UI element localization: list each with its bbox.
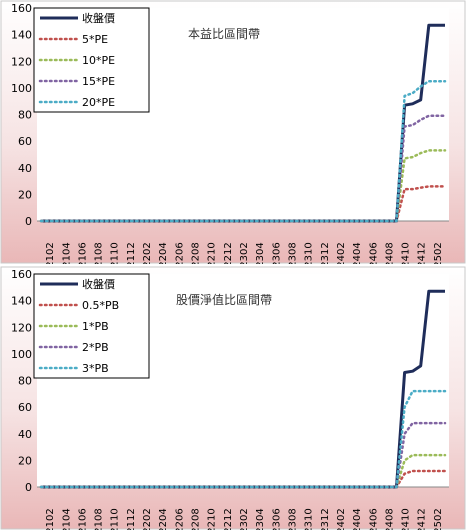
- chart-title: 本益比區間帶: [188, 27, 260, 41]
- y-tick-label: 60: [18, 135, 32, 148]
- x-tick-label: 2308: [287, 242, 298, 264]
- x-tick-label: 2204: [158, 508, 169, 530]
- y-tick-label: 120: [11, 321, 32, 334]
- y-tick-label: 100: [11, 82, 32, 95]
- x-tick-label: 2202: [142, 508, 153, 530]
- x-tick-label: 2408: [384, 508, 395, 530]
- legend: 收盤價 5*PE 10*PE 15*PE 20*PE: [33, 7, 150, 113]
- y-tick-label: 140: [11, 295, 32, 308]
- x-tick-label: 2212: [223, 242, 234, 264]
- x-tick-label: 2304: [255, 508, 266, 530]
- x-tick-label: 2306: [271, 242, 282, 264]
- x-tick-label: 2406: [368, 508, 379, 530]
- legend-entry: 2*PB: [82, 341, 109, 354]
- pe-band-chart: 0 20 40 60 80 100 120 140 160 2102 2104 2106 2108 211…: [0, 0, 466, 264]
- x-tick-label: 2106: [77, 508, 88, 530]
- legend-entry: 15*PE: [82, 75, 115, 88]
- y-tick-label: 20: [18, 454, 32, 467]
- legend-entry: 5*PE: [82, 33, 108, 46]
- x-tick-label: 2404: [352, 242, 363, 264]
- y-tick-label: 40: [18, 162, 32, 175]
- x-tick-label: 2302: [239, 508, 250, 530]
- x-tick-label: 2404: [352, 508, 363, 530]
- x-tick-label: 2112: [126, 242, 137, 264]
- x-tick-label: 2104: [61, 242, 72, 264]
- x-tick-label: 2312: [320, 242, 331, 264]
- y-tick-label: 60: [18, 401, 32, 414]
- x-tick-label: 2412: [417, 508, 428, 530]
- y-tick-label: 0: [25, 481, 32, 494]
- y-tick-label: 80: [18, 375, 32, 388]
- legend-entry: 20*PE: [82, 96, 115, 109]
- x-tick-label: 2102: [45, 242, 56, 264]
- legend-box: [33, 273, 150, 379]
- pe-band-chart-svg: 0 20 40 60 80 100 120 140 160 2102 2104 2106 2108 211…: [0, 0, 466, 264]
- x-tick-label: 2502: [433, 242, 444, 264]
- x-tick-label: 2104: [61, 508, 72, 530]
- x-tick-label: 2204: [158, 242, 169, 264]
- x-tick-label: 2310: [304, 508, 315, 530]
- legend-entry: 10*PE: [82, 54, 115, 67]
- x-tick-label: 2406: [368, 242, 379, 264]
- legend: 收盤價 0.5*PB 1*PB 2*PB 3*PB: [33, 273, 150, 379]
- x-tick-label: 2402: [336, 508, 347, 530]
- x-tick-label: 2304: [255, 242, 266, 264]
- y-tick-label: 20: [18, 188, 32, 201]
- x-tick-label: 2206: [174, 242, 185, 264]
- x-tick-label: 2308: [287, 508, 298, 530]
- legend-box: [33, 7, 150, 113]
- x-tick-label: 2312: [320, 508, 331, 530]
- pb-band-chart-svg: 0 20 40 60 80 100 120 140 160 2102 2104 2106 2108 211…: [0, 266, 466, 530]
- y-tick-label: 120: [11, 55, 32, 68]
- legend-entry: 1*PB: [82, 320, 109, 333]
- x-tick-label: 2202: [142, 242, 153, 264]
- x-tick-label: 2108: [94, 242, 105, 264]
- x-tick-label: 2210: [207, 242, 218, 264]
- legend-entry: 0.5*PB: [82, 299, 119, 312]
- x-tick-label: 2106: [77, 242, 88, 264]
- chart-title: 股價淨值比區間帶: [176, 292, 272, 307]
- x-tick-label: 2210: [207, 508, 218, 530]
- x-tick-label: 2112: [126, 508, 137, 530]
- x-tick-label: 2310: [304, 242, 315, 264]
- y-tick-label: 160: [11, 268, 32, 281]
- x-tick-label: 2410: [401, 242, 412, 264]
- y-tick-label: 40: [18, 428, 32, 441]
- x-tick-label: 2412: [417, 242, 428, 264]
- legend-entry: 收盤價: [82, 277, 115, 291]
- pb-band-chart: 0 20 40 60 80 100 120 140 160 2102 2104 2106 2108 211…: [0, 266, 466, 530]
- y-tick-label: 140: [11, 29, 32, 42]
- y-tick-label: 80: [18, 109, 32, 122]
- y-tick-label: 160: [11, 2, 32, 15]
- x-tick-label: 2110: [110, 242, 121, 264]
- x-tick-label: 2102: [45, 508, 56, 530]
- legend-entry: 收盤價: [82, 11, 115, 25]
- x-tick-label: 2306: [271, 508, 282, 530]
- x-tick-label: 2208: [191, 242, 202, 264]
- legend-entry: 3*PB: [82, 362, 109, 375]
- x-tick-label: 2206: [174, 508, 185, 530]
- x-tick-label: 2410: [401, 508, 412, 530]
- x-tick-label: 2208: [191, 508, 202, 530]
- x-tick-label: 2408: [384, 242, 395, 264]
- series-line: [39, 79, 447, 223]
- x-tick-label: 2108: [94, 508, 105, 530]
- series-line: [39, 389, 447, 489]
- x-tick-label: 2110: [110, 508, 121, 530]
- y-tick-label: 100: [11, 348, 32, 361]
- x-tick-label: 2402: [336, 242, 347, 264]
- x-tick-label: 2502: [433, 508, 444, 530]
- y-tick-label: 0: [25, 215, 32, 228]
- x-tick-label: 2302: [239, 242, 250, 264]
- x-tick-label: 2212: [223, 508, 234, 530]
